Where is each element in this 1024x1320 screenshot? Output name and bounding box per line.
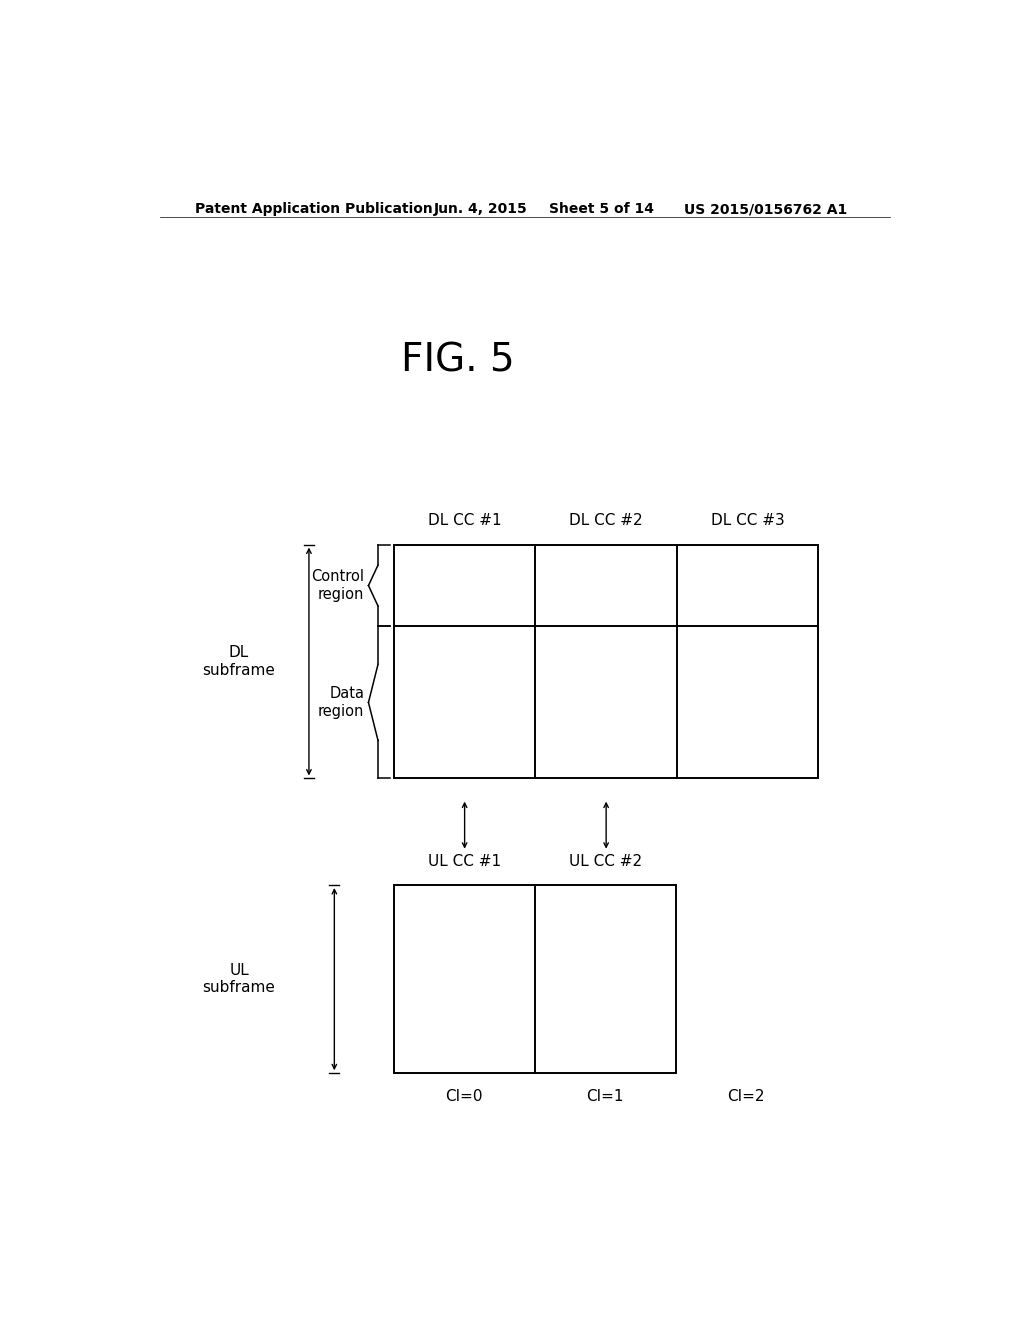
Text: Data
region: Data region — [318, 686, 365, 718]
Text: DL CC #1: DL CC #1 — [428, 513, 502, 528]
Text: Jun. 4, 2015: Jun. 4, 2015 — [433, 202, 527, 216]
Text: Patent Application Publication: Patent Application Publication — [196, 202, 433, 216]
Bar — [394, 886, 676, 1073]
Text: Control
region: Control region — [311, 569, 365, 602]
Text: CI=1: CI=1 — [587, 1089, 624, 1105]
Text: UL
subframe: UL subframe — [203, 964, 275, 995]
Text: UL CC #1: UL CC #1 — [428, 854, 501, 869]
Text: CI=0: CI=0 — [445, 1089, 483, 1105]
Text: FIG. 5: FIG. 5 — [400, 342, 514, 379]
Bar — [394, 545, 818, 779]
Text: DL CC #3: DL CC #3 — [711, 513, 784, 528]
Text: DL
subframe: DL subframe — [203, 645, 275, 677]
Text: DL CC #2: DL CC #2 — [569, 513, 643, 528]
Text: CI=2: CI=2 — [727, 1089, 765, 1105]
Text: US 2015/0156762 A1: US 2015/0156762 A1 — [684, 202, 847, 216]
Text: UL CC #2: UL CC #2 — [568, 854, 642, 869]
Text: Sheet 5 of 14: Sheet 5 of 14 — [549, 202, 653, 216]
